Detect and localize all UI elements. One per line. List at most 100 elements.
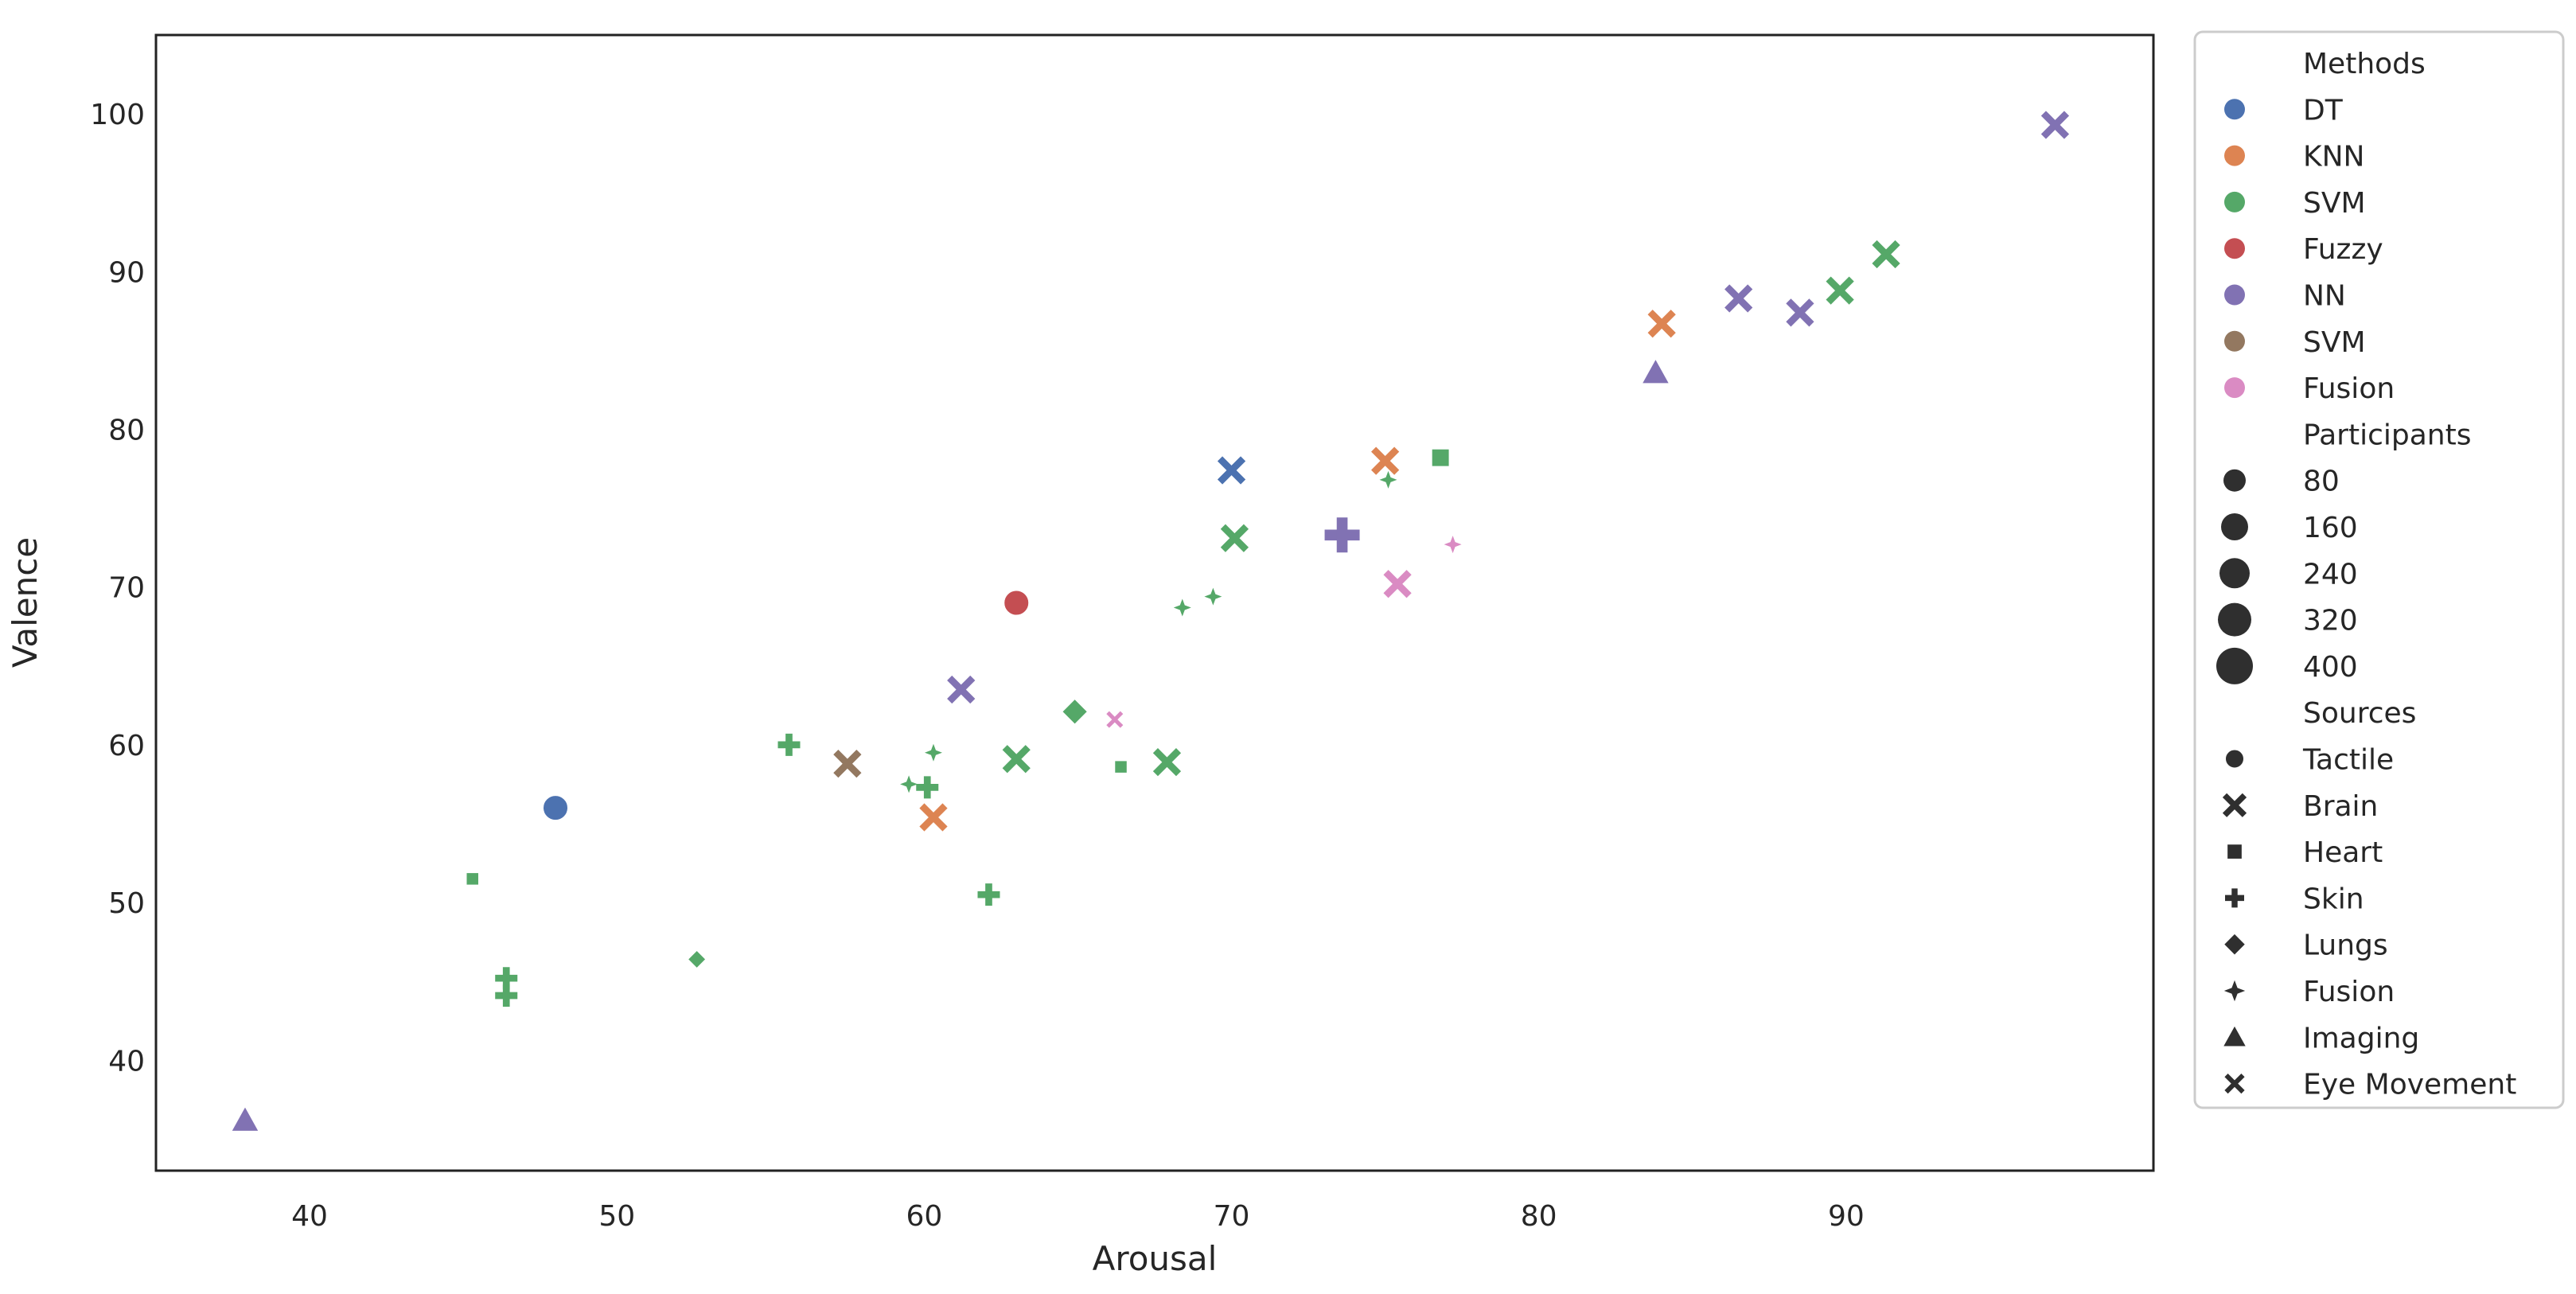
data-point-2 [1826, 276, 1854, 305]
data-point-5 [1647, 310, 1676, 338]
y-axis-label: Valence [6, 537, 45, 668]
legend-label-source: Brain [2303, 790, 2378, 823]
data-point-31 [465, 871, 480, 887]
legend-swatch-1 [2224, 145, 2245, 166]
legend-label-size: 240 [2303, 558, 2358, 590]
x-tick-label: 80 [1521, 1200, 1557, 1233]
legend-size-marker-0 [2223, 469, 2246, 492]
data-point-24 [1152, 748, 1182, 777]
legend-size-marker-1 [2221, 513, 2248, 540]
axis-ticks: 40 50 60 70 80 90 40 50 60 70 80 90 100 [90, 99, 1864, 1233]
legend-style-marker-2 [2226, 843, 2243, 860]
data-point-28 [916, 776, 939, 799]
data-point-32 [977, 883, 1000, 906]
x-axis-label: Arousal [1093, 1239, 1218, 1278]
data-point-21 [777, 733, 801, 756]
x-tick-label: 90 [1828, 1200, 1865, 1233]
legend-label-method: SVM [2303, 326, 2366, 359]
data-point-7 [1217, 456, 1246, 485]
legend-label-source: Imaging [2303, 1022, 2419, 1054]
y-tick-label: 70 [108, 572, 145, 605]
y-tick-label: 100 [90, 99, 145, 131]
legend-label-source: Lungs [2303, 930, 2388, 962]
data-point-0 [2040, 111, 2070, 139]
x-tick-label: 50 [598, 1200, 635, 1233]
legend-label-source: Fusion [2303, 976, 2395, 1008]
legend-label-method: DT [2303, 94, 2344, 127]
y-tick-label: 40 [108, 1045, 145, 1078]
y-tick-label: 80 [108, 414, 145, 446]
data-point-15 [1003, 589, 1031, 617]
legend-title-methods: Methods [2303, 48, 2426, 80]
data-point-26 [1113, 759, 1128, 774]
legend-label-source: Tactile [2302, 744, 2394, 777]
data-point-10 [1379, 470, 1397, 489]
data-point-27 [900, 775, 918, 793]
data-point-30 [919, 803, 948, 832]
legend-style-marker-7 [2224, 1073, 2245, 1094]
data-point-4 [1786, 298, 1814, 327]
x-tick-label: 60 [906, 1200, 942, 1233]
legend-label-method: KNN [2303, 141, 2364, 173]
legend-swatch-5 [2224, 330, 2245, 352]
legend-label-method: NN [2303, 280, 2346, 313]
legend-swatch-6 [2224, 377, 2245, 399]
data-point-1 [1872, 240, 1900, 269]
legend-size-marker-2 [2219, 558, 2250, 589]
data-point-20 [1106, 711, 1124, 728]
legend-label-method: Fuzzy [2303, 233, 2383, 266]
legend-label-size: 320 [2303, 605, 2358, 637]
data-point-6 [1640, 357, 1671, 384]
data-point-13 [1444, 536, 1462, 554]
y-tick-label: 50 [108, 887, 145, 920]
data-point-18 [947, 675, 976, 704]
data-point-17 [1173, 598, 1191, 617]
data-point-11 [1220, 524, 1249, 552]
legend-size-marker-3 [2218, 602, 2251, 637]
legend-style-marker-0 [2224, 748, 2245, 770]
legend-style-marker-6 [2221, 1023, 2248, 1048]
legend-label-size: 160 [2303, 512, 2358, 544]
data-points [230, 111, 2070, 1132]
y-tick-label: 60 [108, 730, 145, 762]
plot-area [154, 33, 2155, 1172]
legend-swatch-3 [2224, 238, 2245, 259]
legend-style-marker-5 [2223, 980, 2246, 1002]
data-point-16 [1204, 587, 1222, 606]
data-point-35 [495, 984, 518, 1008]
data-point-3 [1724, 284, 1753, 313]
legend: Methods DT KNN SVM Fuzzy NN SVM Fusion Participa… [2193, 30, 2565, 1109]
legend-swatch-0 [2224, 99, 2245, 120]
data-point-12 [1324, 517, 1360, 553]
legend-label-method: SVM [2303, 187, 2366, 220]
data-point-33 [687, 949, 707, 969]
legend-label-source: Skin [2303, 883, 2364, 915]
y-tick-label: 90 [108, 256, 145, 289]
data-point-36 [230, 1105, 260, 1132]
legend-style-marker-3 [2225, 888, 2244, 908]
legend-box [2193, 30, 2565, 1109]
legend-label-source: Heart [2303, 836, 2383, 869]
legend-title-participants: Participants [2303, 419, 2471, 451]
data-point-14 [1383, 570, 1412, 598]
legend-label-source: Eye Movement [2303, 1069, 2516, 1101]
legend-size-marker-4 [2216, 647, 2253, 684]
legend-title-sources: Sources [2303, 697, 2416, 730]
legend-label-method: Fusion [2303, 372, 2395, 405]
legend-swatch-4 [2224, 284, 2245, 306]
data-point-8 [1370, 446, 1400, 475]
data-point-25 [833, 750, 862, 778]
legend-style-marker-1 [2222, 793, 2247, 817]
data-point-29 [542, 794, 569, 822]
x-tick-label: 70 [1214, 1200, 1250, 1233]
legend-style-marker-4 [2223, 932, 2247, 957]
data-point-23 [1002, 745, 1031, 774]
legend-label-size: 80 [2303, 466, 2340, 498]
data-point-9 [1431, 448, 1451, 468]
data-point-19 [1061, 698, 1089, 726]
data-point-22 [924, 743, 942, 762]
legend-swatch-2 [2224, 191, 2245, 212]
legend-label-size: 400 [2303, 651, 2358, 684]
x-tick-label: 40 [291, 1200, 328, 1233]
